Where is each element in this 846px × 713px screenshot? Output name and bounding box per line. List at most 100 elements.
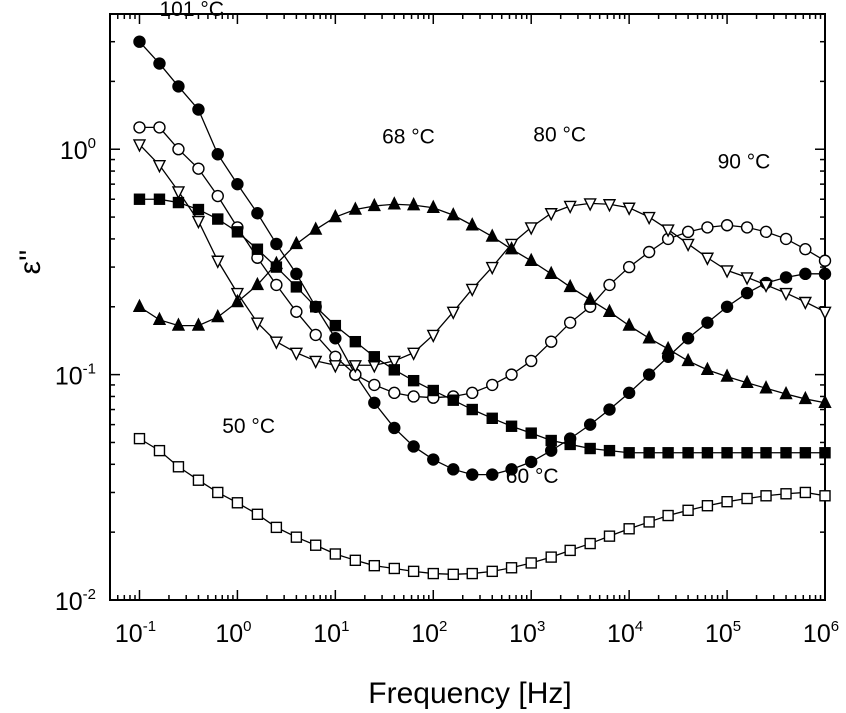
data-point bbox=[525, 354, 538, 368]
data-point bbox=[701, 221, 714, 234]
data-point bbox=[231, 226, 244, 238]
data-point bbox=[269, 336, 284, 350]
data-point bbox=[819, 490, 831, 502]
data-point bbox=[171, 186, 186, 200]
data-point bbox=[133, 432, 146, 445]
data-point bbox=[759, 225, 773, 239]
data-point bbox=[779, 232, 793, 246]
data-point bbox=[211, 309, 225, 323]
data-point bbox=[231, 497, 244, 509]
data-point bbox=[701, 500, 714, 512]
data-point bbox=[622, 260, 636, 274]
data-point bbox=[603, 530, 616, 542]
annotation-label: 50 °C bbox=[222, 415, 275, 438]
series-open-square bbox=[133, 432, 831, 581]
data-point bbox=[720, 368, 734, 382]
data-point bbox=[760, 490, 772, 502]
data-point bbox=[623, 447, 635, 459]
data-point bbox=[427, 567, 439, 580]
data-point bbox=[544, 208, 558, 222]
x-tick-label: 101 bbox=[313, 618, 349, 648]
data-point bbox=[426, 199, 440, 213]
data-point bbox=[701, 447, 714, 459]
data-point bbox=[525, 557, 537, 569]
data-point bbox=[427, 453, 440, 466]
data-point bbox=[466, 386, 479, 400]
data-point bbox=[544, 265, 558, 280]
data-point bbox=[171, 317, 186, 331]
data-point bbox=[192, 162, 205, 175]
data-point bbox=[172, 196, 185, 209]
data-point bbox=[505, 368, 518, 381]
axis-ticks bbox=[109, 14, 826, 601]
y-axis-title: ε'' bbox=[14, 250, 47, 275]
data-point bbox=[368, 378, 381, 392]
data-point bbox=[779, 287, 793, 302]
data-point bbox=[700, 361, 715, 376]
data-point bbox=[447, 463, 460, 476]
data-point bbox=[329, 319, 342, 332]
data-point bbox=[564, 438, 576, 451]
data-point bbox=[289, 235, 304, 250]
data-point bbox=[818, 306, 832, 320]
data-point bbox=[192, 474, 205, 486]
data-point bbox=[584, 442, 596, 455]
data-point bbox=[682, 504, 694, 517]
annotation-layer: PLA101 °C68 °C80 °C90 °C50 °C60 °C bbox=[159, 0, 770, 488]
data-point bbox=[681, 238, 695, 253]
data-point bbox=[798, 296, 812, 311]
data-point bbox=[388, 386, 401, 400]
data-point bbox=[622, 202, 636, 216]
data-point bbox=[191, 317, 206, 331]
data-point bbox=[133, 193, 146, 205]
annotation-label: 101 °C bbox=[159, 0, 223, 21]
data-point bbox=[701, 316, 714, 329]
data-point bbox=[622, 317, 636, 331]
data-point bbox=[388, 364, 401, 376]
data-point bbox=[211, 255, 225, 269]
data-point bbox=[251, 243, 264, 255]
data-point bbox=[798, 390, 812, 405]
data-point bbox=[642, 368, 656, 381]
series-layer bbox=[132, 35, 832, 581]
data-point bbox=[563, 278, 577, 293]
data-point bbox=[740, 272, 754, 286]
annotation-label: 90 °C bbox=[718, 151, 771, 174]
data-point bbox=[388, 421, 401, 435]
data-point bbox=[760, 447, 772, 459]
data-point bbox=[505, 463, 518, 476]
data-point bbox=[583, 418, 597, 431]
data-point bbox=[290, 281, 303, 293]
data-point bbox=[681, 332, 695, 345]
data-point bbox=[426, 329, 440, 343]
series-filled-triangle-up bbox=[132, 196, 832, 408]
data-point bbox=[485, 228, 499, 242]
tick-labels: 10-1 100 101 102 103 104 105 106 10-2 10-1 100 bbox=[55, 135, 839, 648]
data-point bbox=[406, 347, 421, 361]
data-point bbox=[368, 559, 381, 572]
data-point bbox=[368, 396, 381, 409]
data-point bbox=[447, 394, 459, 406]
data-point bbox=[799, 486, 812, 499]
data-point bbox=[524, 222, 538, 236]
data-point bbox=[505, 420, 518, 432]
data-point bbox=[132, 298, 147, 312]
data-point bbox=[309, 221, 323, 235]
series-filled-square bbox=[133, 193, 831, 459]
annotation-label: 68 °C bbox=[382, 126, 435, 149]
data-point bbox=[446, 207, 460, 221]
data-point bbox=[720, 219, 734, 232]
data-point bbox=[623, 523, 635, 535]
data-point bbox=[525, 427, 537, 439]
data-point bbox=[367, 197, 381, 212]
data-point bbox=[545, 551, 557, 563]
data-point bbox=[270, 261, 283, 273]
series-line bbox=[139, 144, 826, 366]
y-tick-label: 10-2 bbox=[55, 586, 96, 616]
data-point bbox=[133, 35, 146, 48]
annotation-label: 80 °C bbox=[533, 124, 586, 147]
data-point bbox=[212, 486, 224, 499]
data-point bbox=[486, 468, 499, 481]
data-point bbox=[682, 447, 694, 459]
